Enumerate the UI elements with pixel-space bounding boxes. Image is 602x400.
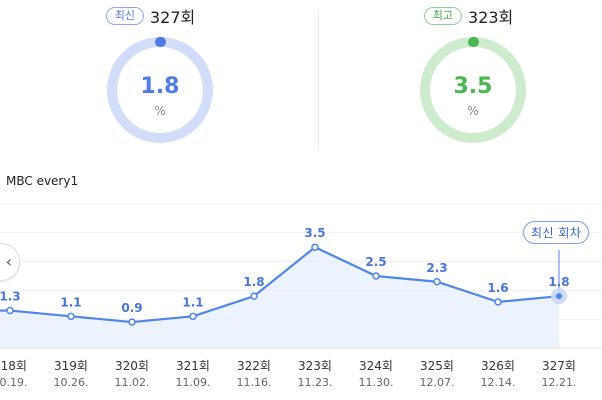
x-tick-label: 325회	[420, 359, 454, 373]
x-date-label: 11.09.	[176, 376, 211, 389]
x-date-label: 10.19.	[0, 376, 28, 389]
data-point	[433, 278, 441, 286]
panel-divider	[318, 10, 319, 150]
latest-header: 최신 327회	[0, 4, 301, 28]
data-label: 1.8	[548, 275, 569, 289]
data-label: 1.3	[0, 290, 21, 304]
data-point	[67, 312, 75, 321]
x-date-label: 11.23.	[298, 376, 333, 389]
data-point	[128, 318, 136, 326]
x-tick-label: 327회	[542, 359, 576, 373]
highest-rating-unit: %	[467, 104, 479, 118]
highest-rating-ring: 3.5 %	[417, 34, 529, 146]
x-date-label: 12.07.	[420, 376, 455, 389]
x-date-label: 11.16.	[237, 376, 272, 389]
data-label: 2.5	[365, 255, 386, 269]
data-label: 1.8	[243, 275, 264, 289]
data-label: 1.1	[182, 295, 203, 309]
data-point	[250, 292, 258, 300]
channel-label: MBC every1	[6, 174, 79, 188]
latest-rating-unit: %	[154, 104, 166, 118]
highest-badge: 최고	[423, 7, 462, 25]
x-date-label: 12.21.	[542, 376, 577, 389]
data-label: 0.9	[121, 301, 142, 315]
chevron-left-icon: ‹	[5, 252, 12, 271]
highest-ring-progress	[420, 37, 526, 143]
latest-rating-value: 1.8	[140, 74, 180, 99]
x-tick-label: 324회	[359, 359, 393, 373]
data-point	[494, 298, 502, 306]
latest-episode-tooltip: 최신 회차	[523, 221, 590, 244]
x-date-label: 11.30.	[359, 376, 394, 389]
data-label: 1.1	[60, 295, 81, 309]
latest-rating-ring: 1.8 %	[104, 34, 216, 146]
data-point	[372, 272, 380, 280]
data-label: 3.5	[304, 226, 325, 240]
series-area	[0, 247, 559, 348]
highest-rating-value: 3.5	[453, 74, 493, 99]
x-date-label: 11.02.	[115, 376, 150, 389]
data-label: 2.3	[426, 261, 447, 275]
x-date-label: 10.26.	[54, 376, 89, 389]
data-point	[189, 312, 197, 321]
x-date-label: 12.14.	[481, 376, 516, 389]
data-point	[556, 293, 562, 300]
highest-rating-panel: 최고 323회 3.5 %	[301, 0, 602, 160]
latest-badge: 최신	[105, 7, 144, 25]
x-tick-label: 323회	[298, 359, 332, 373]
data-label: 1.6	[487, 281, 508, 295]
highest-episode: 323회	[467, 8, 514, 27]
data-point	[311, 243, 319, 251]
x-tick-label: 322회	[237, 359, 271, 373]
x-tick-label: 319회	[54, 359, 88, 373]
x-tick-label: 326회	[481, 359, 515, 373]
latest-rating-panel: 최신 327회 1.8 %	[0, 0, 301, 160]
x-tick-label: 321회	[176, 359, 210, 373]
latest-episode: 327회	[149, 8, 196, 27]
data-point	[6, 306, 14, 315]
x-tick-label: 320회	[115, 359, 149, 373]
latest-ring-progress	[107, 37, 213, 143]
highest-header: 최고 323회	[318, 4, 602, 28]
